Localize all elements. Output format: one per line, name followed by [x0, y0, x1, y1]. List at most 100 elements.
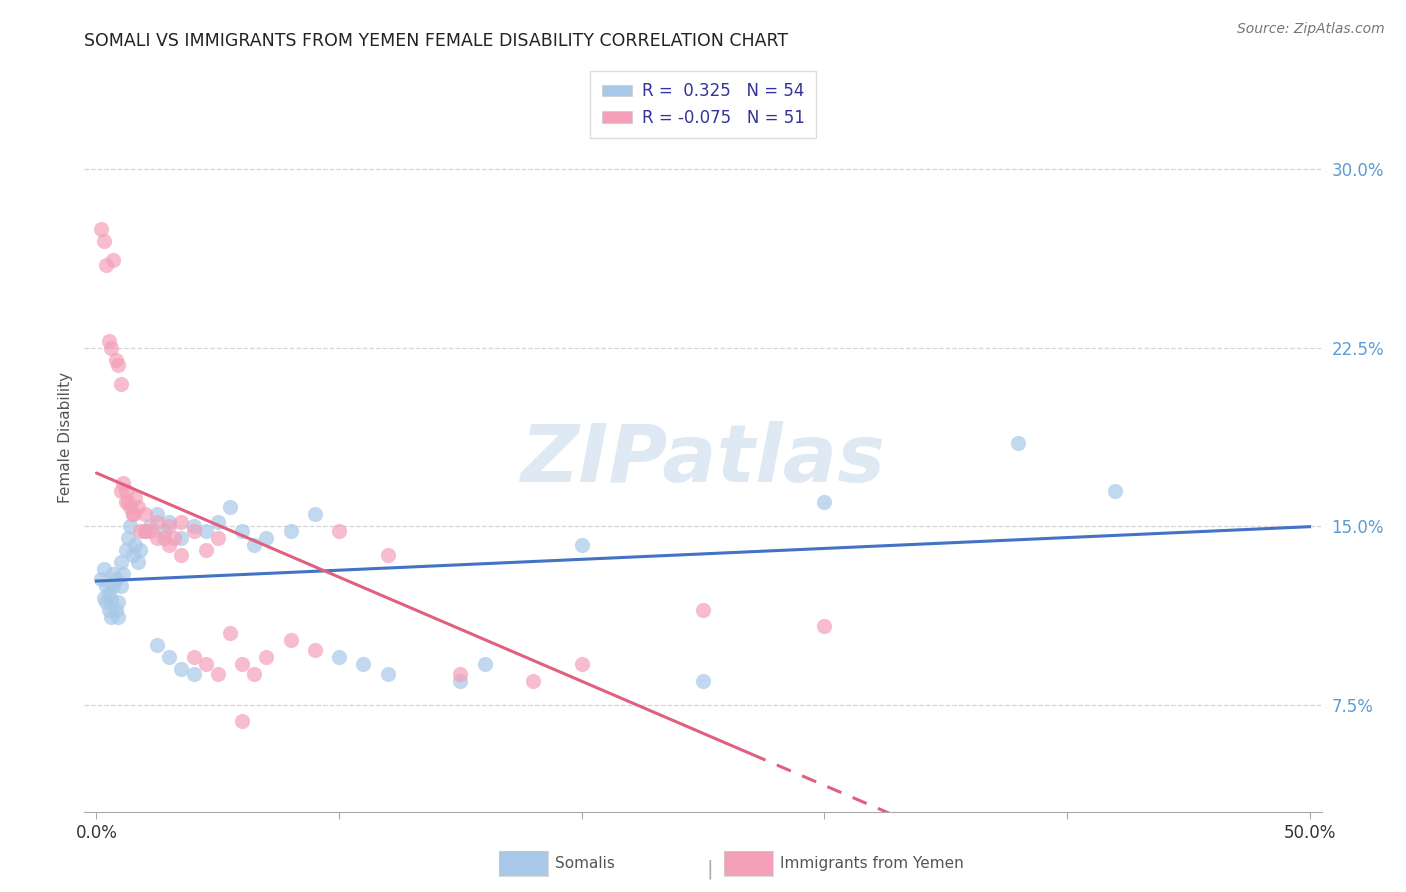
- Point: [352, 657, 374, 672]
- Point: [170, 662, 193, 676]
- Point: [146, 508, 169, 522]
- Point: [231, 657, 253, 672]
- Point: [100, 341, 122, 355]
- Point: [117, 495, 139, 509]
- Point: [157, 538, 180, 552]
- Point: [104, 352, 127, 367]
- Point: [207, 531, 229, 545]
- Point: [522, 673, 544, 688]
- Point: [183, 666, 205, 681]
- Point: [328, 650, 350, 665]
- Point: [377, 548, 399, 562]
- Point: [110, 483, 132, 498]
- Point: [377, 666, 399, 681]
- Point: [96, 579, 118, 593]
- Point: [692, 602, 714, 616]
- Text: Source: ZipAtlas.com: Source: ZipAtlas.com: [1237, 22, 1385, 37]
- Point: [254, 650, 277, 665]
- Point: [146, 515, 169, 529]
- Text: ZIPatlas: ZIPatlas: [520, 420, 886, 499]
- Point: [100, 609, 122, 624]
- Point: [813, 619, 835, 633]
- Point: [1007, 436, 1029, 450]
- Point: [107, 609, 129, 624]
- Point: [449, 673, 471, 688]
- Point: [110, 376, 132, 391]
- Point: [110, 579, 132, 593]
- Point: [163, 531, 186, 545]
- Point: [1104, 483, 1126, 498]
- Point: [122, 548, 145, 562]
- Point: [114, 495, 136, 509]
- Point: [243, 666, 266, 681]
- Point: [157, 519, 180, 533]
- Point: [170, 515, 193, 529]
- Point: [157, 650, 180, 665]
- Point: [117, 531, 139, 545]
- Point: [104, 572, 127, 586]
- Point: [97, 586, 120, 600]
- Point: [183, 519, 205, 533]
- Point: [280, 633, 302, 648]
- Point: [231, 524, 253, 538]
- Point: [107, 595, 129, 609]
- Point: [207, 666, 229, 681]
- Point: [474, 657, 496, 672]
- Point: [96, 258, 118, 272]
- Point: [122, 508, 145, 522]
- Point: [146, 531, 169, 545]
- Point: [124, 538, 146, 552]
- Point: [194, 524, 217, 538]
- Point: [692, 673, 714, 688]
- Y-axis label: Female Disability: Female Disability: [58, 371, 73, 503]
- Point: [571, 538, 593, 552]
- Point: [153, 524, 176, 538]
- Point: [96, 595, 118, 609]
- Text: Immigrants from Yemen: Immigrants from Yemen: [780, 856, 965, 871]
- Point: [97, 602, 120, 616]
- Point: [124, 491, 146, 505]
- Point: [112, 476, 135, 491]
- Point: [120, 500, 142, 515]
- Point: [183, 650, 205, 665]
- Point: [304, 643, 326, 657]
- Point: [207, 515, 229, 529]
- Point: [103, 579, 125, 593]
- Point: [449, 666, 471, 681]
- Point: [103, 566, 125, 581]
- Point: [813, 495, 835, 509]
- Point: [120, 519, 142, 533]
- Point: [146, 638, 169, 652]
- Point: [219, 500, 242, 515]
- Point: [231, 714, 253, 729]
- Point: [139, 524, 162, 538]
- Point: [219, 626, 242, 640]
- Point: [129, 543, 152, 558]
- Point: [103, 252, 125, 267]
- Point: [183, 524, 205, 538]
- Point: [97, 334, 120, 348]
- Point: [134, 524, 156, 538]
- Point: [127, 500, 149, 515]
- Legend: R =  0.325   N = 54, R = -0.075   N = 51: R = 0.325 N = 54, R = -0.075 N = 51: [591, 70, 815, 138]
- Point: [90, 572, 112, 586]
- Point: [93, 591, 115, 605]
- Text: SOMALI VS IMMIGRANTS FROM YEMEN FEMALE DISABILITY CORRELATION CHART: SOMALI VS IMMIGRANTS FROM YEMEN FEMALE D…: [84, 32, 789, 50]
- Point: [280, 524, 302, 538]
- Point: [114, 543, 136, 558]
- Point: [170, 548, 193, 562]
- Point: [194, 657, 217, 672]
- Point: [134, 508, 156, 522]
- Point: [100, 593, 122, 607]
- Point: [194, 543, 217, 558]
- Point: [114, 483, 136, 498]
- Point: [254, 531, 277, 545]
- Point: [571, 657, 593, 672]
- Point: [122, 508, 145, 522]
- Point: [328, 524, 350, 538]
- Point: [93, 562, 115, 576]
- Point: [110, 555, 132, 569]
- Point: [157, 515, 180, 529]
- Point: [93, 234, 115, 248]
- Text: Somalis: Somalis: [555, 856, 616, 871]
